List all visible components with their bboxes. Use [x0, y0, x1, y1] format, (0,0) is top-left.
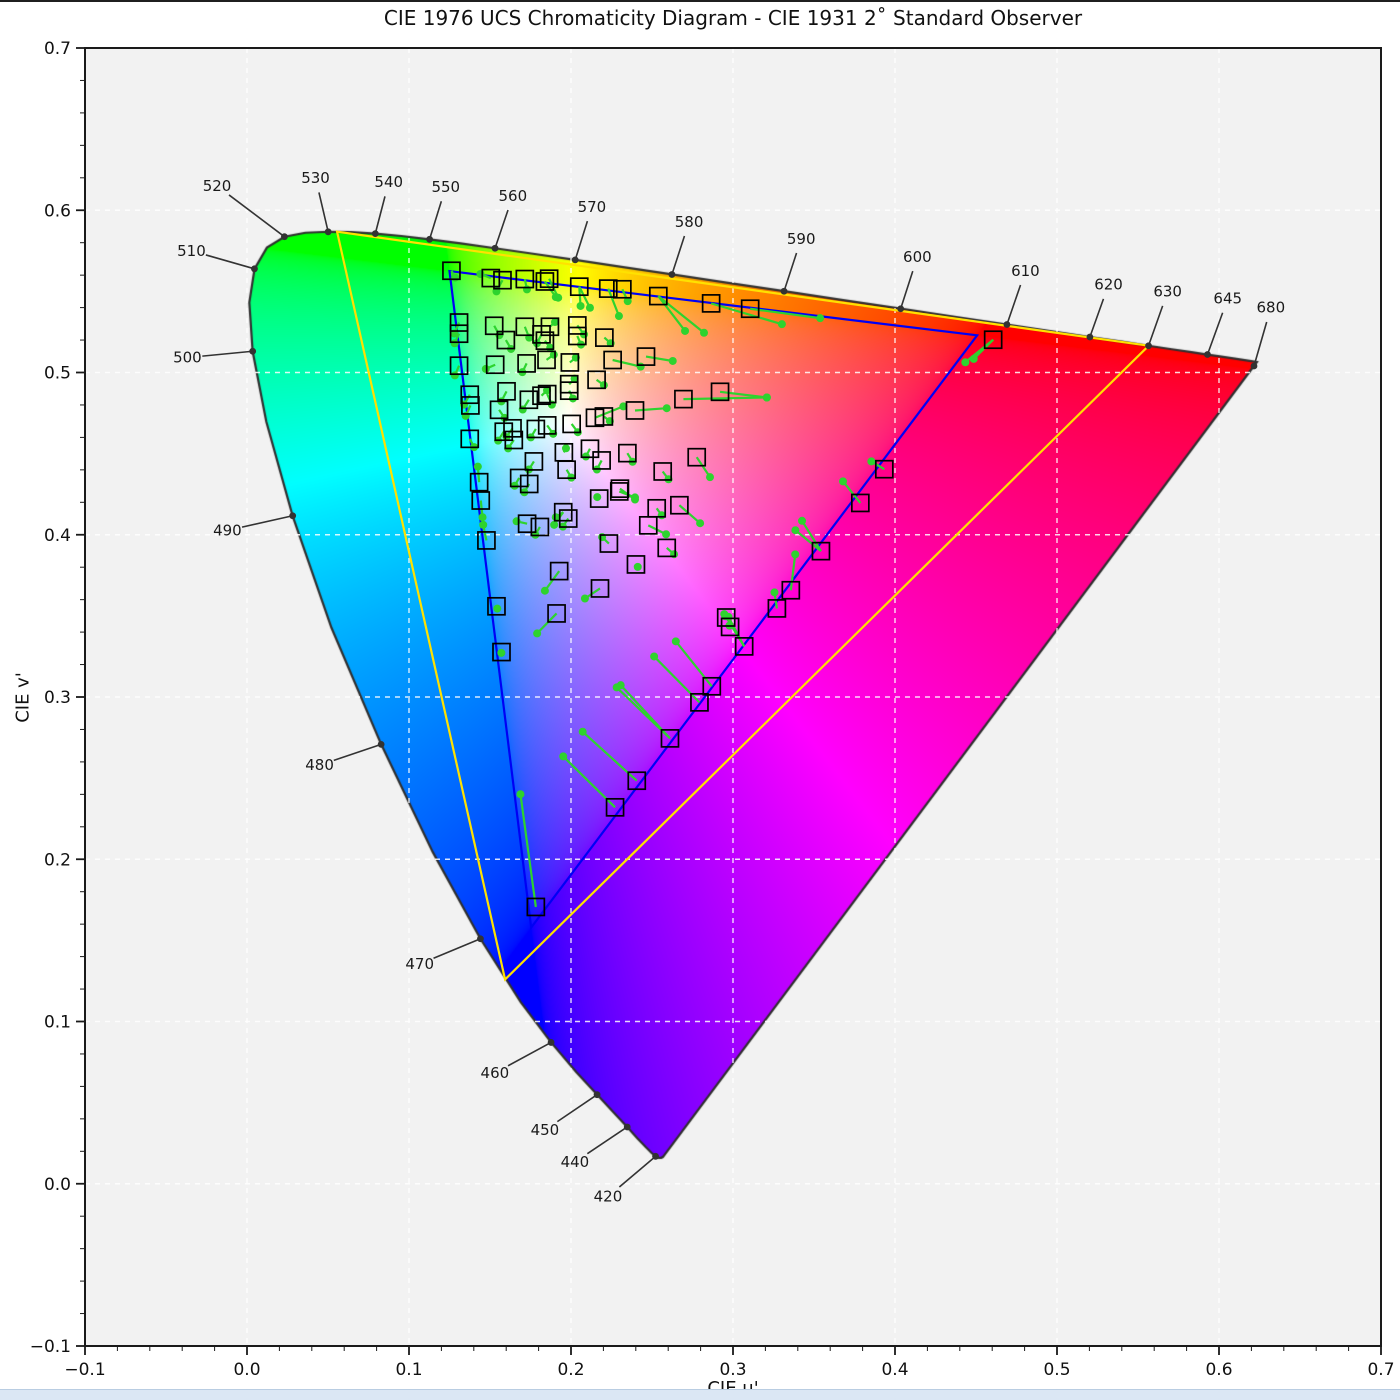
svg-text:0.2: 0.2: [44, 850, 71, 870]
svg-text:0.6: 0.6: [44, 201, 71, 221]
svg-text:570: 570: [578, 198, 607, 216]
svg-text:0.4: 0.4: [881, 1360, 908, 1380]
svg-text:530: 530: [301, 169, 330, 187]
svg-text:0.6: 0.6: [1205, 1360, 1232, 1380]
y-axis-label: CIE v': [12, 672, 34, 723]
svg-text:500: 500: [173, 349, 202, 367]
svg-text:550: 550: [431, 178, 460, 196]
grid-lines: [84, 47, 1382, 1347]
svg-text:580: 580: [675, 213, 704, 231]
svg-text:590: 590: [787, 230, 816, 248]
svg-text:680: 680: [1257, 299, 1286, 317]
svg-text:470: 470: [405, 955, 434, 973]
data-point-markers: [442, 261, 1003, 917]
svg-text:0.0: 0.0: [44, 1175, 71, 1195]
inner-gamut-blue: [448, 269, 980, 931]
outer-gamut-yellow: [335, 230, 1152, 982]
svg-text:0.5: 0.5: [44, 364, 71, 384]
svg-text:440: 440: [561, 1153, 590, 1171]
svg-text:620: 620: [1094, 276, 1123, 294]
svg-text:645: 645: [1213, 290, 1242, 308]
svg-text:630: 630: [1153, 283, 1182, 301]
svg-text:0.5: 0.5: [1043, 1360, 1070, 1380]
svg-text:0.1: 0.1: [395, 1360, 422, 1380]
svg-text:−0.1: −0.1: [30, 1337, 71, 1357]
svg-text:490: 490: [213, 521, 242, 539]
svg-text:560: 560: [499, 187, 528, 205]
gamut-triangles: [335, 230, 1152, 982]
svg-text:0.0: 0.0: [233, 1360, 260, 1380]
svg-text:0.1: 0.1: [44, 1013, 71, 1033]
svg-text:480: 480: [305, 756, 334, 774]
svg-text:520: 520: [203, 177, 232, 195]
svg-text:600: 600: [903, 248, 932, 266]
svg-text:540: 540: [374, 173, 403, 191]
svg-text:0.7: 0.7: [1367, 1360, 1394, 1380]
svg-text:450: 450: [531, 1121, 560, 1139]
svg-text:510: 510: [177, 242, 206, 260]
svg-text:0.3: 0.3: [719, 1360, 746, 1380]
svg-text:0.3: 0.3: [44, 688, 71, 708]
svg-text:420: 420: [594, 1188, 623, 1206]
svg-text:0.2: 0.2: [557, 1360, 584, 1380]
axes-spines-and-ticks: −0.1 −0.1 0.0 0.0 0.1 0.1 0.2 0.2 0.3 0.3 0.4 0.4 0.…: [30, 39, 1395, 1380]
svg-text:0.7: 0.7: [44, 39, 71, 59]
window-bottom-edge: [0, 1389, 1400, 1400]
svg-text:610: 610: [1011, 262, 1040, 280]
svg-text:−0.1: −0.1: [64, 1360, 105, 1380]
svg-text:0.4: 0.4: [44, 526, 71, 546]
svg-text:460: 460: [481, 1064, 510, 1082]
